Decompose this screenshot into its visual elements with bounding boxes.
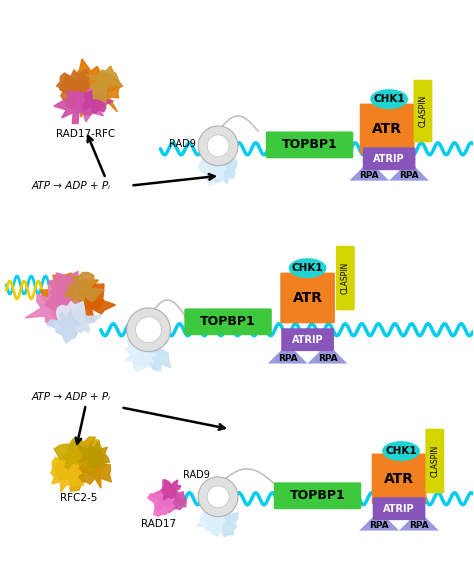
Text: ATR: ATR — [372, 122, 402, 136]
Circle shape — [207, 486, 229, 508]
Text: ATP → ADP + Pᵢ: ATP → ADP + Pᵢ — [31, 181, 110, 190]
Polygon shape — [60, 75, 108, 113]
FancyBboxPatch shape — [281, 328, 334, 351]
Text: ATRIP: ATRIP — [374, 153, 405, 164]
Ellipse shape — [289, 258, 327, 278]
Polygon shape — [54, 438, 91, 469]
Polygon shape — [166, 488, 186, 513]
Polygon shape — [197, 494, 235, 537]
Polygon shape — [210, 510, 238, 537]
Text: TOPBP1: TOPBP1 — [290, 489, 346, 502]
Text: TOPBP1: TOPBP1 — [200, 315, 256, 328]
Text: RAD17-RFC: RAD17-RFC — [56, 129, 116, 139]
Polygon shape — [359, 511, 399, 531]
Text: CHK1: CHK1 — [385, 446, 417, 456]
FancyBboxPatch shape — [336, 246, 355, 310]
Polygon shape — [56, 69, 90, 100]
Polygon shape — [79, 76, 119, 112]
Circle shape — [207, 135, 229, 157]
Text: RFC2-5: RFC2-5 — [60, 493, 98, 503]
Ellipse shape — [382, 441, 420, 461]
Text: ATRIP: ATRIP — [383, 504, 415, 514]
FancyBboxPatch shape — [360, 104, 414, 154]
FancyBboxPatch shape — [274, 482, 361, 509]
Polygon shape — [162, 479, 181, 500]
Polygon shape — [82, 88, 113, 113]
Text: ATR: ATR — [292, 291, 323, 305]
Text: RPA: RPA — [318, 354, 337, 363]
Polygon shape — [55, 440, 106, 491]
Polygon shape — [74, 87, 103, 122]
Circle shape — [198, 126, 238, 166]
Circle shape — [198, 477, 238, 516]
FancyBboxPatch shape — [373, 497, 425, 520]
Text: RPA: RPA — [399, 171, 419, 180]
Text: RAD9: RAD9 — [183, 470, 210, 480]
Text: CHK1: CHK1 — [374, 94, 405, 104]
FancyBboxPatch shape — [413, 80, 432, 143]
Text: RPA: RPA — [278, 354, 298, 363]
FancyBboxPatch shape — [266, 132, 353, 158]
FancyBboxPatch shape — [372, 454, 427, 504]
Polygon shape — [74, 452, 111, 488]
Polygon shape — [41, 273, 104, 327]
Text: TOPBP1: TOPBP1 — [282, 138, 337, 151]
Polygon shape — [128, 315, 169, 372]
Polygon shape — [135, 345, 171, 370]
Polygon shape — [26, 284, 79, 328]
FancyBboxPatch shape — [184, 308, 272, 335]
Text: ATR: ATR — [384, 472, 414, 486]
Polygon shape — [148, 489, 174, 516]
Polygon shape — [72, 284, 116, 322]
Polygon shape — [308, 344, 347, 364]
Polygon shape — [63, 437, 101, 470]
FancyBboxPatch shape — [363, 147, 415, 170]
Text: CLASPIN: CLASPIN — [419, 95, 428, 127]
Polygon shape — [150, 479, 186, 512]
Text: RPA: RPA — [359, 171, 379, 180]
Text: RPA: RPA — [369, 521, 389, 530]
Polygon shape — [47, 309, 79, 343]
Polygon shape — [389, 161, 429, 181]
Polygon shape — [197, 508, 225, 535]
Polygon shape — [199, 145, 233, 186]
FancyBboxPatch shape — [280, 272, 335, 323]
Polygon shape — [64, 272, 104, 305]
Polygon shape — [67, 302, 102, 334]
Circle shape — [136, 317, 162, 343]
Polygon shape — [45, 271, 82, 313]
Ellipse shape — [370, 89, 408, 109]
Polygon shape — [125, 339, 157, 372]
Text: CLASPIN: CLASPIN — [430, 445, 439, 477]
Polygon shape — [268, 344, 308, 364]
Text: ATP → ADP + Pᵢ: ATP → ADP + Pᵢ — [31, 392, 110, 402]
Text: RAD9: RAD9 — [169, 139, 196, 149]
Polygon shape — [54, 91, 94, 123]
Polygon shape — [56, 302, 85, 332]
Polygon shape — [60, 59, 123, 117]
Polygon shape — [87, 66, 122, 103]
FancyBboxPatch shape — [425, 429, 444, 493]
Polygon shape — [349, 161, 389, 181]
Text: RPA: RPA — [409, 521, 429, 530]
Circle shape — [127, 308, 170, 351]
Polygon shape — [201, 158, 226, 183]
Polygon shape — [77, 441, 109, 473]
Text: CHK1: CHK1 — [292, 263, 323, 273]
Text: CLASPIN: CLASPIN — [341, 262, 350, 294]
Polygon shape — [51, 452, 85, 492]
Polygon shape — [213, 155, 237, 184]
Polygon shape — [399, 511, 439, 531]
Text: RAD17: RAD17 — [141, 519, 176, 529]
Text: ATRIP: ATRIP — [292, 335, 323, 344]
